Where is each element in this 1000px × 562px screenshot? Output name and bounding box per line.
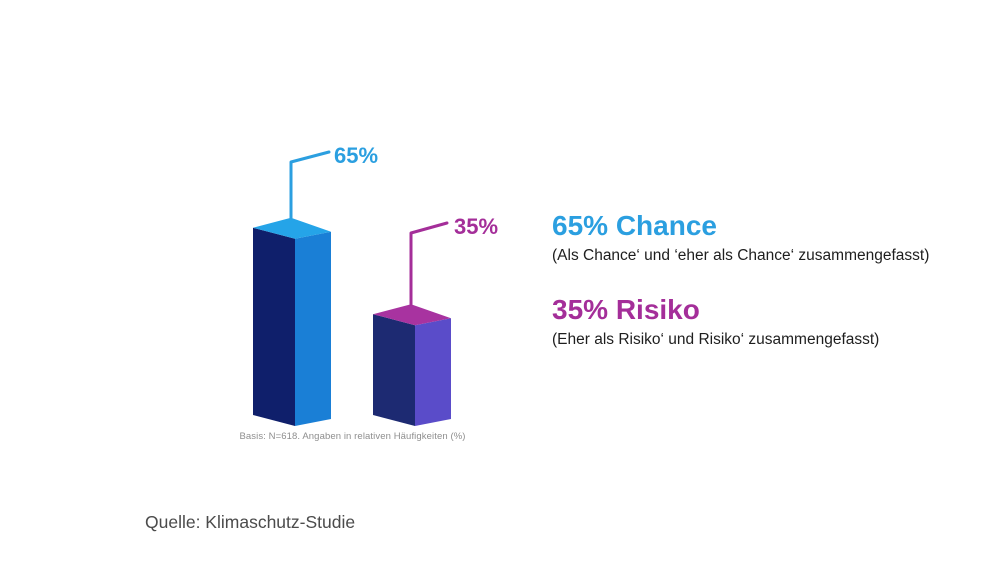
bar-left-face — [253, 227, 295, 426]
chart-legend: 65% Chance (Als Chance‘ und ‘eher als Ch… — [552, 210, 952, 379]
legend-subtext-chance: (Als Chance‘ und ‘eher als Chance‘ zusam… — [552, 246, 930, 264]
source-caption: Quelle: Klimaschutz-Studie — [145, 512, 356, 532]
bar-value-label: 65% — [334, 143, 378, 168]
callout-line — [289, 150, 331, 220]
legend-item-chance: 65% Chance (Als Chance‘ und ‘eher als Ch… — [552, 210, 952, 265]
bar-top-face — [373, 304, 451, 326]
bar-value-label: 35% — [454, 214, 498, 239]
bar-top-face — [253, 217, 331, 239]
chart-basis-note: Basis: N=618. Angaben in relativen Häufi… — [239, 431, 466, 442]
callout-line — [409, 221, 449, 306]
bar-left-face — [373, 314, 415, 426]
legend-item-risiko: 35% Risiko (Eher als Risiko‘ und Risiko‘… — [552, 294, 952, 349]
legend-heading-chance: 65% Chance — [552, 210, 717, 241]
legend-heading-risiko: 35% Risiko — [552, 294, 700, 326]
bar-right-face — [295, 231, 331, 426]
bar-right-face — [415, 318, 451, 426]
legend-subtext-risiko: (Eher als Risiko‘ und Risiko‘ zusammenge… — [552, 330, 880, 348]
